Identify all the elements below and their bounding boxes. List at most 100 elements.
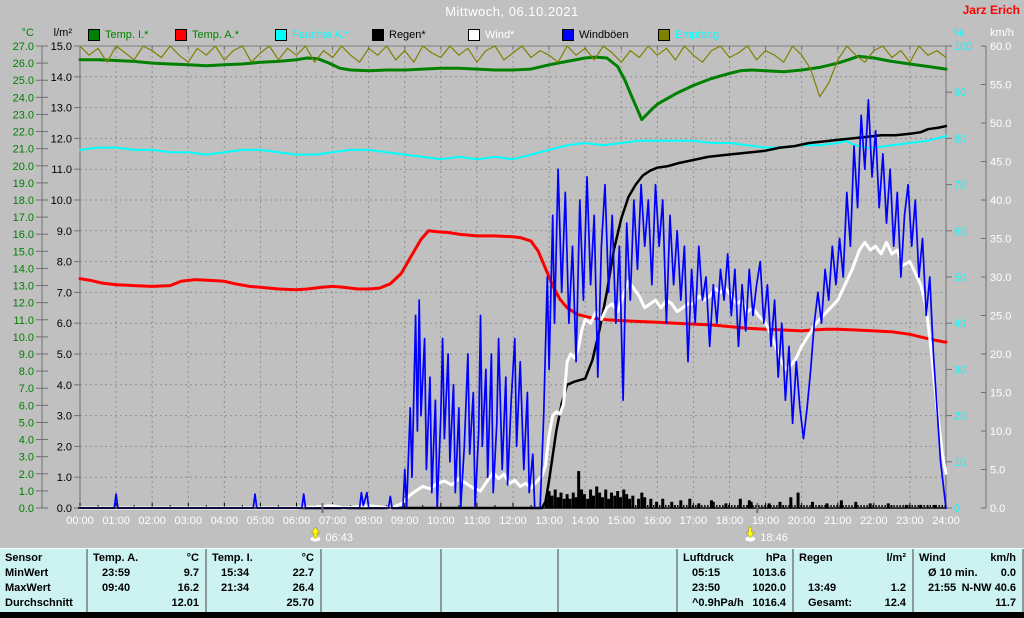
rain-dot [764, 505, 766, 507]
temp-tick-label: 10.0 [13, 332, 34, 344]
rain-dot [767, 505, 769, 507]
wind-tick-label: 10.0 [990, 426, 1011, 438]
rain-bar [839, 500, 843, 508]
rain-bar [628, 498, 632, 508]
rain-dot [643, 505, 646, 507]
rain-bar [574, 497, 578, 508]
sunset-marker-icon [745, 536, 756, 542]
rain-dot [887, 505, 889, 507]
table-row: 23:59 9.7 [88, 566, 205, 581]
wind-tick-label: 20.0 [990, 349, 1011, 361]
cell-time: Ø 10 min. [928, 567, 978, 579]
rain-dot [550, 505, 553, 507]
rain-dot [719, 505, 721, 507]
rain-dot [836, 505, 838, 507]
sunrise-marker: 06:43 [310, 503, 353, 544]
rain-bar [679, 500, 683, 508]
rain-dot [827, 505, 829, 507]
temp-tick-label: 9.0 [19, 349, 34, 361]
temp-tick-label: 0.0 [19, 503, 34, 515]
rain-tick-label: 0.0 [57, 503, 72, 515]
rain-bar [553, 489, 557, 508]
rain-dot [613, 505, 616, 507]
rain-dot [743, 505, 745, 507]
rain-dot [716, 505, 718, 507]
rain-tick-label: 1.0 [57, 472, 72, 484]
wind-tick-label: 55.0 [990, 80, 1011, 92]
time-label: 05:00 [247, 515, 275, 527]
rain-dot [824, 505, 826, 507]
rain-dot [761, 505, 763, 507]
rain-dot [652, 505, 655, 507]
legend-swatch-temp-a [175, 29, 187, 41]
rain-dot [818, 505, 820, 507]
rain-dot [857, 505, 859, 507]
rain-bar [544, 498, 548, 508]
wind-unit-label: km/h [990, 27, 1014, 39]
bottom-bar [0, 612, 1024, 618]
time-label: 07:00 [319, 515, 347, 527]
rain-dot [914, 505, 916, 507]
humidity-tick-label: 80 [954, 133, 966, 145]
rain-dot [701, 505, 703, 507]
time-label: 20:00 [788, 515, 816, 527]
rain-bar [825, 503, 829, 508]
temp-tick-label: 3.0 [19, 452, 34, 464]
rain-dot [941, 505, 943, 507]
rain-dot [695, 505, 697, 507]
rain-tick-label: 2.0 [57, 441, 72, 453]
rain-bar [595, 486, 599, 508]
legend-label-temp-a: Temp. A.* [192, 29, 240, 41]
table-row: 25.70 [207, 596, 320, 611]
rain-dot [830, 505, 832, 507]
section-title-temp-a: Temp. A. [93, 552, 139, 564]
time-label: 22:00 [860, 515, 888, 527]
rain-dot [628, 505, 631, 507]
row-label-maxwert: MaxWert [5, 582, 51, 594]
cell-value: 16.2 [177, 582, 199, 594]
rain-dot [595, 505, 598, 507]
rain-bar [604, 489, 608, 508]
table-header-empty-3 [559, 551, 676, 566]
time-label: 18:00 [716, 515, 744, 527]
rain-dot [607, 505, 610, 507]
rain-bar [556, 497, 560, 508]
rain-bar [589, 489, 593, 508]
series-temp-i [78, 54, 948, 122]
table-header-temp-i: Temp. I. °C [207, 551, 320, 566]
rain-dot [713, 505, 715, 507]
rain-bar [709, 500, 713, 508]
rain-dot [854, 505, 856, 507]
wind-tick-label: 5.0 [990, 465, 1005, 477]
table-row: 12.01 [88, 596, 205, 611]
rain-dot [809, 505, 811, 507]
rain-dot [785, 505, 787, 507]
stats-table: Sensor MinWert MaxWert Durchschnitt Temp. A.… [0, 548, 1024, 613]
humidity-tick-label: 30 [954, 364, 966, 376]
table-section-luftdruck: Luftdruck hPa 05:15 1013.6 23:50 1020.0 ^0.9hP… [678, 549, 794, 613]
rain-dot [782, 505, 784, 507]
rain-dot [634, 505, 637, 507]
rain-dot [655, 505, 658, 507]
time-label: 09:00 [391, 515, 419, 527]
sunrise-marker-icon [310, 526, 321, 542]
rain-bar [738, 498, 742, 508]
sunset-marker-icon [745, 526, 755, 539]
rain-dot [776, 505, 778, 507]
temp-tick-label: 8.0 [19, 366, 34, 378]
table-row: Ø 10 min. 0.0 [914, 566, 1022, 581]
table-row: ^0.9hPa/h 1016.4 [678, 596, 792, 611]
table-section-empty-3 [559, 549, 678, 613]
rain-dot [583, 505, 586, 507]
rain-dot [671, 505, 673, 507]
rain-dot [704, 505, 706, 507]
rain-bar [577, 471, 581, 508]
temp-tick-label: 7.0 [19, 383, 34, 395]
rain-dot [661, 505, 664, 507]
table-row [794, 566, 912, 581]
rain-bar [613, 495, 617, 508]
temp-tick-label: 18.0 [13, 195, 34, 207]
rain-dot [881, 505, 883, 507]
time-label: 24:00 [932, 515, 960, 527]
